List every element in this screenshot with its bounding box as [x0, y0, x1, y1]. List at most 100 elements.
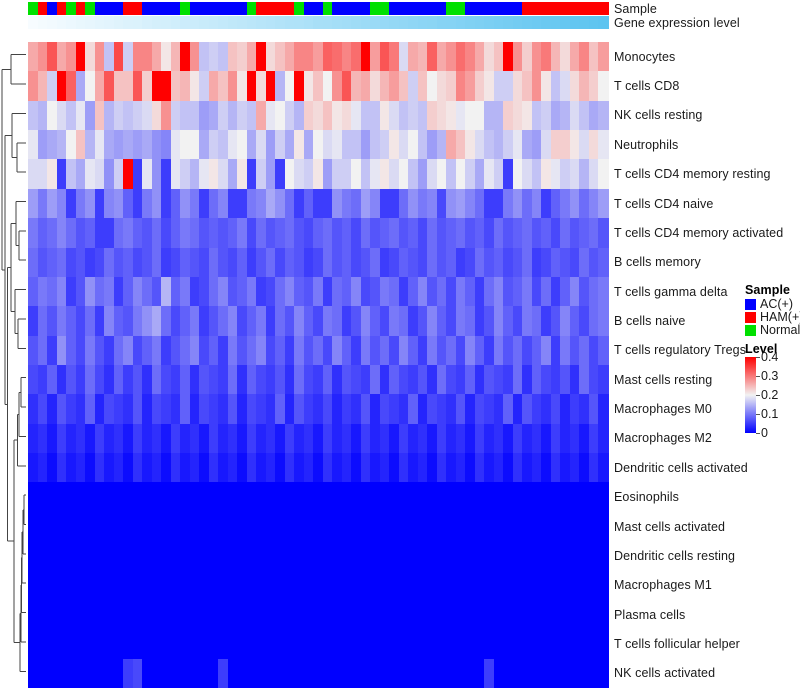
heatmap-cell: [237, 159, 248, 189]
heatmap-cell: [256, 247, 267, 277]
heatmap-cell: [123, 541, 134, 571]
heatmap-cell: [104, 159, 115, 189]
heatmap-cell: [341, 306, 352, 336]
heatmap-cell: [598, 276, 609, 307]
heatmap-cell: [493, 306, 504, 336]
sample-annotation-cell: [322, 2, 333, 15]
heatmap-cell: [417, 482, 428, 512]
heatmap-row-label: NK cells resting: [614, 108, 703, 123]
heatmap-cell: [379, 511, 390, 542]
sample-annotation-cell: [256, 2, 267, 15]
heatmap-cell: [598, 335, 609, 365]
heatmap-cell: [56, 482, 67, 512]
heatmap-cell: [389, 71, 400, 101]
heatmap-cell: [465, 658, 476, 688]
heatmap-cell: [569, 130, 581, 160]
heatmap-cell: [75, 453, 86, 483]
heatmap-cell: [332, 42, 343, 72]
heatmap-cell: [465, 306, 476, 336]
heatmap-cell: [341, 541, 352, 571]
heatmap-cell: [465, 453, 476, 483]
heatmap-cell: [170, 511, 181, 542]
heatmap-cell: [170, 629, 181, 659]
heatmap-cell: [436, 159, 447, 189]
heatmap-cell: [218, 306, 229, 336]
heatmap-cell: [113, 218, 124, 248]
gene-expression-annotation-cell: [47, 16, 58, 29]
heatmap-cell: [522, 599, 533, 630]
heatmap-cell: [151, 218, 162, 248]
heatmap-cell: [541, 423, 552, 454]
heatmap-cell: [446, 482, 457, 512]
sample-annotation-cell: [389, 2, 400, 15]
heatmap-cell: [588, 511, 600, 542]
sample-annotation-bar: [28, 2, 609, 15]
heatmap-cell: [436, 629, 447, 659]
heatmap-cell: [379, 247, 390, 277]
heatmap-cell: [180, 453, 191, 483]
heatmap-cell: [85, 276, 96, 307]
gene-expression-annotation-cell: [398, 16, 409, 29]
heatmap-cell: [560, 188, 571, 219]
level-legend-tick: [756, 414, 760, 415]
sample-legend-label: HAM(+): [760, 310, 800, 324]
heatmap-cell: [379, 306, 390, 336]
heatmap-cell: [75, 423, 86, 454]
heatmap-cell: [550, 599, 562, 630]
heatmap-cell: [142, 599, 153, 630]
gene-expression-annotation-cell: [227, 16, 238, 29]
heatmap-cell: [104, 511, 115, 542]
heatmap-cell: [56, 629, 67, 659]
heatmap-cell: [294, 100, 305, 131]
heatmap-cell: [436, 482, 447, 512]
heatmap-cell: [66, 100, 77, 131]
heatmap-cell: [360, 71, 371, 101]
heatmap-cell: [303, 453, 314, 483]
heatmap-cell: [303, 599, 314, 630]
heatmap-cell: [522, 364, 533, 395]
heatmap-cell: [189, 100, 200, 131]
heatmap-cell: [123, 100, 134, 131]
heatmap-cell: [541, 159, 552, 189]
heatmap-cell: [503, 364, 514, 395]
heatmap-cell: [218, 511, 229, 542]
heatmap-cell: [113, 130, 124, 160]
heatmap-row-label: T cells regulatory Tregs: [614, 343, 747, 358]
heatmap-cell: [332, 159, 343, 189]
heatmap-cell: [579, 218, 590, 248]
heatmap-cell: [237, 364, 248, 395]
heatmap-cell: [436, 599, 447, 630]
heatmap-cell: [37, 42, 48, 72]
heatmap-cell: [256, 629, 267, 659]
heatmap-cell: [208, 453, 219, 483]
heatmap-cell: [170, 247, 181, 277]
heatmap-cell: [370, 541, 381, 571]
heatmap-cell: [351, 159, 362, 189]
heatmap-cell: [56, 364, 67, 395]
heatmap-cell: [294, 423, 305, 454]
heatmap-cell: [360, 658, 371, 688]
heatmap-cell: [227, 423, 238, 454]
heatmap-cell: [85, 218, 96, 248]
heatmap-cell: [389, 423, 400, 454]
heatmap-cell: [56, 511, 67, 542]
heatmap-cell: [237, 276, 248, 307]
heatmap-cell: [218, 100, 229, 131]
heatmap-cell: [208, 364, 219, 395]
heatmap-cell: [389, 453, 400, 483]
heatmap-cell: [446, 511, 457, 542]
heatmap-cell: [123, 658, 134, 688]
heatmap-cell: [142, 541, 153, 571]
heatmap-cell: [237, 335, 248, 365]
heatmap-cell: [94, 100, 105, 131]
heatmap-cell: [237, 188, 248, 219]
heatmap-cell: [265, 247, 276, 277]
heatmap-cell: [588, 658, 600, 688]
heatmap-cell: [550, 71, 562, 101]
heatmap-cell: [132, 335, 143, 365]
heatmap-cell: [294, 629, 305, 659]
heatmap-cell: [322, 247, 333, 277]
heatmap-cell: [446, 541, 457, 571]
heatmap-cell: [75, 629, 86, 659]
heatmap-cell: [332, 218, 343, 248]
